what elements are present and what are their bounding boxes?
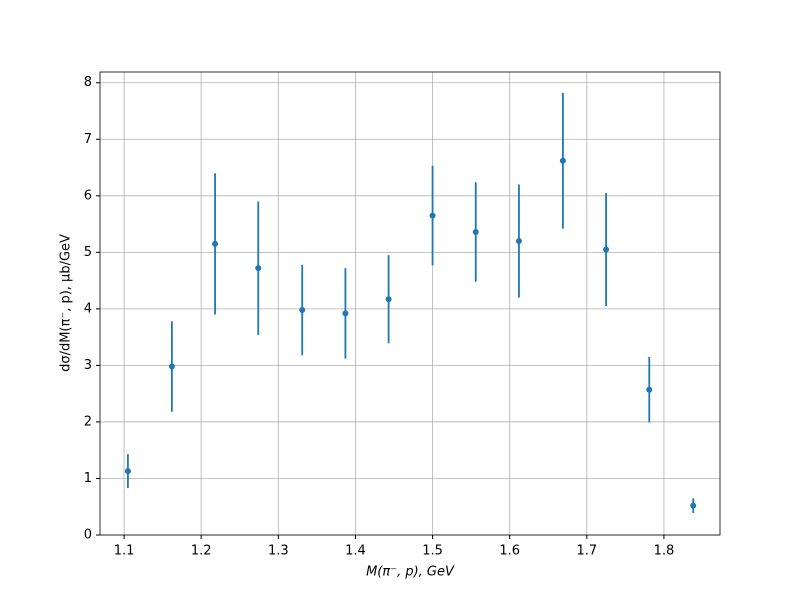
y-tick-label: 1	[84, 471, 92, 486]
data-point	[429, 212, 436, 219]
data-point	[559, 157, 566, 164]
plot-area	[100, 72, 720, 535]
x-tick-label: 1.5	[422, 544, 443, 559]
y-tick-label: 8	[84, 75, 92, 90]
x-tick-label: 1.7	[576, 544, 597, 559]
x-tick-label: 1.8	[654, 544, 675, 559]
y-axis-label: dσ/dM(π⁻, p), μb/GeV	[59, 234, 74, 372]
data-point	[124, 468, 131, 475]
y-tick-label: 6	[84, 188, 92, 203]
data-point	[690, 502, 697, 509]
x-axis-label: M(π⁻, p), GeV	[366, 565, 455, 580]
data-point	[515, 238, 522, 245]
x-tick-label: 1.6	[499, 544, 520, 559]
data-point	[342, 310, 349, 317]
data-point	[255, 265, 262, 272]
x-tick-label: 1.3	[268, 544, 289, 559]
data-point	[385, 296, 392, 303]
y-tick-label: 4	[84, 301, 92, 316]
plot-layer	[100, 72, 720, 536]
y-tick-label: 0	[84, 528, 92, 543]
data-point	[168, 363, 175, 370]
data-point	[212, 240, 219, 247]
y-tick-label: 5	[84, 245, 92, 260]
plot-frame	[99, 71, 721, 536]
x-tick-label: 1.2	[191, 544, 212, 559]
x-tick-label: 1.4	[345, 544, 366, 559]
data-point	[646, 386, 653, 393]
data-point	[603, 246, 610, 253]
y-tick-label: 2	[84, 414, 92, 429]
y-tick-label: 3	[84, 358, 92, 373]
data-point	[299, 307, 306, 314]
data-point	[472, 228, 479, 235]
x-tick-label: 1.1	[114, 544, 135, 559]
y-tick-label: 7	[84, 132, 92, 147]
